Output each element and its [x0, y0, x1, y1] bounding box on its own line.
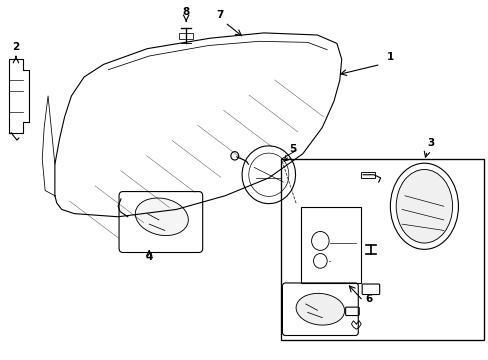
Text: 1: 1	[386, 52, 393, 62]
Text: 7: 7	[216, 10, 224, 20]
Bar	[281, 159, 483, 340]
Ellipse shape	[395, 170, 452, 243]
Text: 2: 2	[12, 42, 20, 52]
Ellipse shape	[296, 293, 344, 325]
Bar	[361, 172, 374, 178]
Bar	[300, 207, 361, 283]
Text: 6: 6	[365, 294, 372, 304]
Text: 5: 5	[289, 144, 296, 154]
Text: 3: 3	[427, 139, 434, 148]
Text: 8: 8	[182, 7, 189, 17]
Bar	[179, 33, 193, 39]
Text: 4: 4	[145, 252, 153, 262]
Ellipse shape	[135, 198, 188, 235]
